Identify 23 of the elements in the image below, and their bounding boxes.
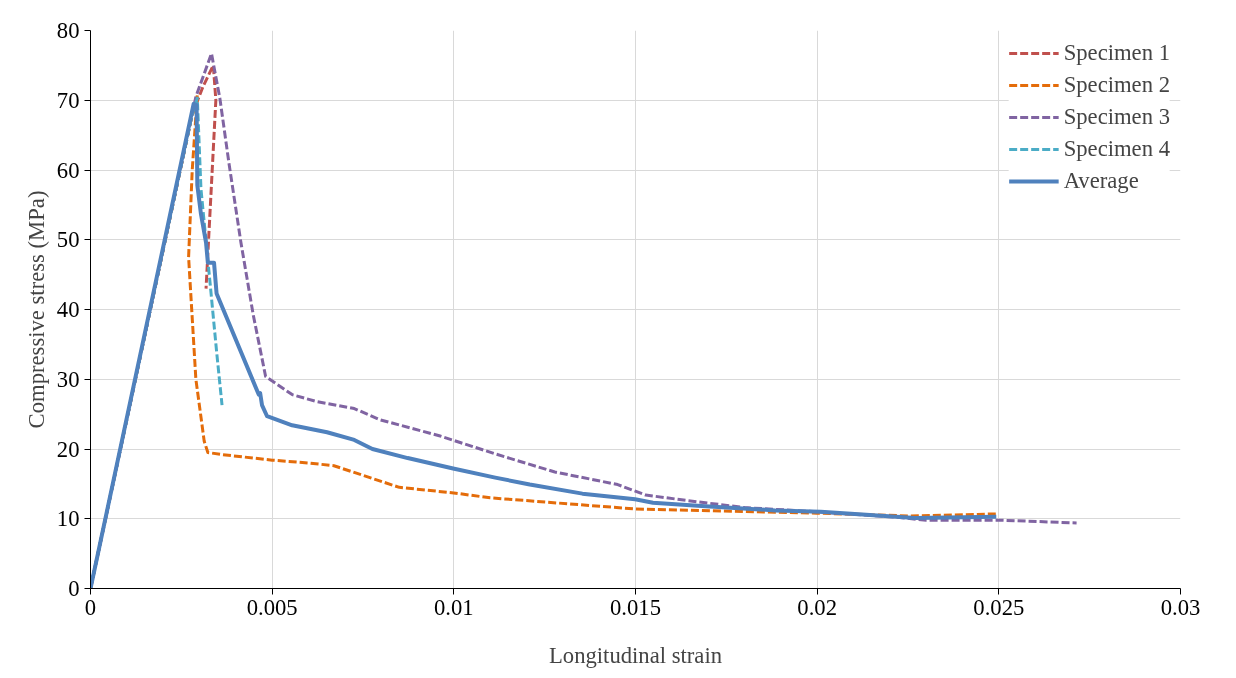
y-tick-label: 80 bbox=[56, 18, 80, 43]
legend-label: Specimen 4 bbox=[1063, 136, 1170, 162]
y-tick-label: 60 bbox=[56, 157, 80, 183]
x-tick-label: 0 bbox=[84, 594, 97, 620]
y-tick-label: 20 bbox=[56, 436, 80, 462]
x-tick-label: 0.015 bbox=[610, 594, 661, 620]
x-tick-label: 0.03 bbox=[1160, 594, 1201, 620]
legend-label: Specimen 2 bbox=[1063, 72, 1170, 98]
y-tick-label: 40 bbox=[56, 297, 80, 322]
y-tick-label: 50 bbox=[56, 227, 80, 253]
y-tick-label: 10 bbox=[56, 506, 80, 532]
x-tick-label: 0.025 bbox=[973, 594, 1025, 620]
y-tick-label: 30 bbox=[56, 366, 80, 392]
x-tick-label: 0.02 bbox=[797, 594, 837, 620]
legend-label: Specimen 1 bbox=[1063, 40, 1170, 66]
legend-label: Specimen 3 bbox=[1063, 104, 1170, 130]
y-tick-label: 0 bbox=[68, 576, 80, 601]
x-tick-label: 0.01 bbox=[434, 594, 474, 620]
x-tick-label: 0.005 bbox=[246, 594, 298, 620]
y-tick-label: 70 bbox=[56, 87, 80, 113]
y-axis-title: Compressive stress (MPa) bbox=[23, 190, 49, 429]
legend-label: Average bbox=[1063, 168, 1139, 194]
x-axis-title: Longitudinal strain bbox=[548, 642, 723, 668]
